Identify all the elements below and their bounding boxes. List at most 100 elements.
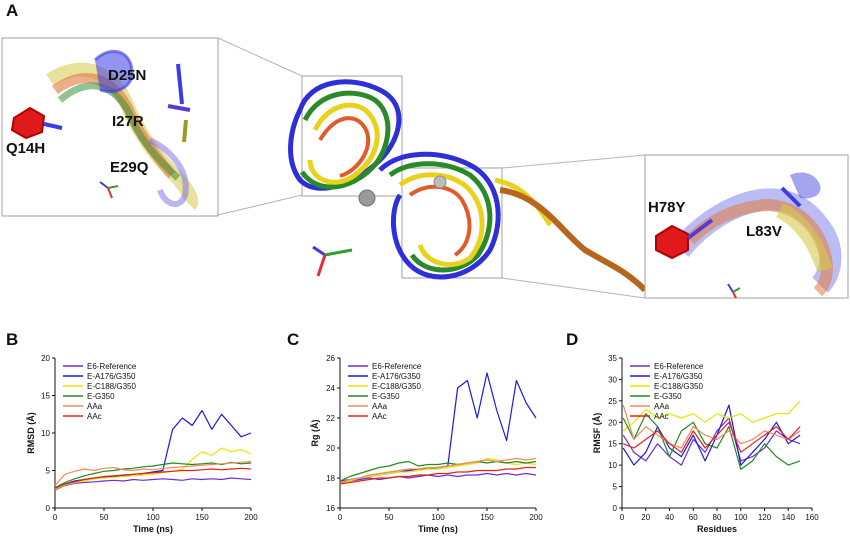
x-tick-label: 80 [713,513,722,522]
x-tick-label: 150 [480,513,494,522]
tail-orange [499,187,648,293]
y-tick-label: 26 [326,354,335,363]
mutation-label-d25n: D25N [108,67,146,84]
series-line-5 [622,404,801,449]
panel-letter: B [6,330,18,349]
mutation-label-h78y: H78Y [648,199,686,216]
x-tick-label: 150 [195,513,209,522]
legend-label: E-A176/G350 [87,372,136,381]
inset-connector [501,154,646,169]
panel-a: A D25N I27R Q14H E29Q [1,1,849,299]
chart-panel-c: C 0 50 100 150 200 16 18 20 22 24 26 Time (ns) Rg (Å)… [287,330,543,534]
x-tick-label: 200 [244,513,258,522]
x-axis-title: Time (ns) [133,524,173,534]
mutation-label-q14h: Q14H [6,140,45,157]
y-tick-label: 24 [326,384,335,393]
series-line-3 [339,457,537,485]
x-tick-label: 50 [100,513,109,522]
x-axis-title: Time (ns) [418,524,458,534]
x-tick-label: 100 [146,513,160,522]
y-tick-label: 5 [46,467,51,476]
y-tick-label: 30 [608,375,617,384]
backbone-red-2 [408,184,472,257]
residue-stick [182,119,188,143]
legend-label: E-A176/G350 [654,372,703,381]
residue-h78y [655,224,689,260]
axis-triad-icon [99,181,119,199]
x-tick-label: 0 [53,513,58,522]
legend-label: E-C188/G350 [87,382,136,391]
y-tick-label: 15 [41,392,50,401]
x-tick-label: 200 [529,513,543,522]
backbone-yellow [307,102,380,185]
residue-q14h [10,106,46,140]
protein-structure [288,75,648,293]
y-tick-label: 18 [326,474,335,483]
y-tick-label: 20 [41,354,50,363]
x-tick-label: 100 [734,513,748,522]
legend-label: AAc [372,412,387,421]
ribbon-violet [148,137,189,207]
ribbon-blue-helix [790,172,821,199]
y-tick-label: 10 [41,429,50,438]
series-line-6 [339,466,536,485]
series-line-5 [54,460,252,486]
panel-letter: C [287,330,299,349]
zinc-ion [358,189,376,207]
inset-connector [217,37,303,77]
legend-label: AAc [87,412,102,421]
backbone-green [299,90,391,190]
legend-label: E-G350 [654,392,682,401]
y-tick-label: 20 [326,444,335,453]
axis-triad-icon [727,283,741,299]
residue-stick [176,63,184,105]
legend-label: AAa [87,402,103,411]
legend-label: E-G350 [372,392,400,401]
y-axis-title: RMSD (Å) [26,412,36,454]
chart-panel-b: B 0 50 100 150 200 0 5 10 15 20 Time (ns) RMSD (Å) E6… [6,330,258,534]
x-tick-label: 140 [782,513,796,522]
loop-yellow [494,177,553,227]
mutation-label-l83v: L83V [746,223,782,240]
residue-stick [686,218,714,240]
x-tick-label: 50 [385,513,394,522]
series-line-4 [54,461,252,489]
x-tick-label: 0 [620,513,625,522]
y-tick-label: 0 [613,504,618,513]
inset-connector [501,277,646,299]
y-tick-label: 35 [608,354,617,363]
y-tick-label: 5 [613,483,618,492]
legend-label: E-C188/G350 [372,382,421,391]
series-line-6 [54,467,252,490]
legend-label: E6-Reference [654,362,704,371]
legend-label: E6-Reference [372,362,422,371]
series-line-1 [54,477,252,491]
backbone-blue-2 [378,151,501,280]
zinc-ion [433,175,447,189]
legend-label: AAa [372,402,388,411]
residue-stick [780,186,802,208]
y-tick-label: 25 [608,397,617,406]
x-axis-title: Residues [697,524,737,534]
series-line-4 [339,460,537,482]
mutation-label-i27r: I27R [112,113,144,130]
ribbon-yellow [776,202,833,273]
x-tick-label: 100 [431,513,445,522]
axis-triad-icon [312,245,353,277]
x-tick-label: 40 [665,513,674,522]
series-line-3 [622,400,801,432]
x-tick-label: 120 [758,513,772,522]
y-tick-label: 15 [608,440,617,449]
series-line-4 [622,413,801,470]
series-line-5 [339,457,537,484]
y-tick-label: 20 [608,418,617,427]
x-tick-label: 160 [805,513,819,522]
legend-label: E-A176/G350 [372,372,421,381]
series-line-2 [54,409,252,490]
x-tick-label: 20 [641,513,650,522]
mutation-label-e29q: E29Q [110,159,149,176]
ribbon-blue [93,49,134,94]
backbone-red [318,116,371,178]
series-line-3 [54,447,252,490]
